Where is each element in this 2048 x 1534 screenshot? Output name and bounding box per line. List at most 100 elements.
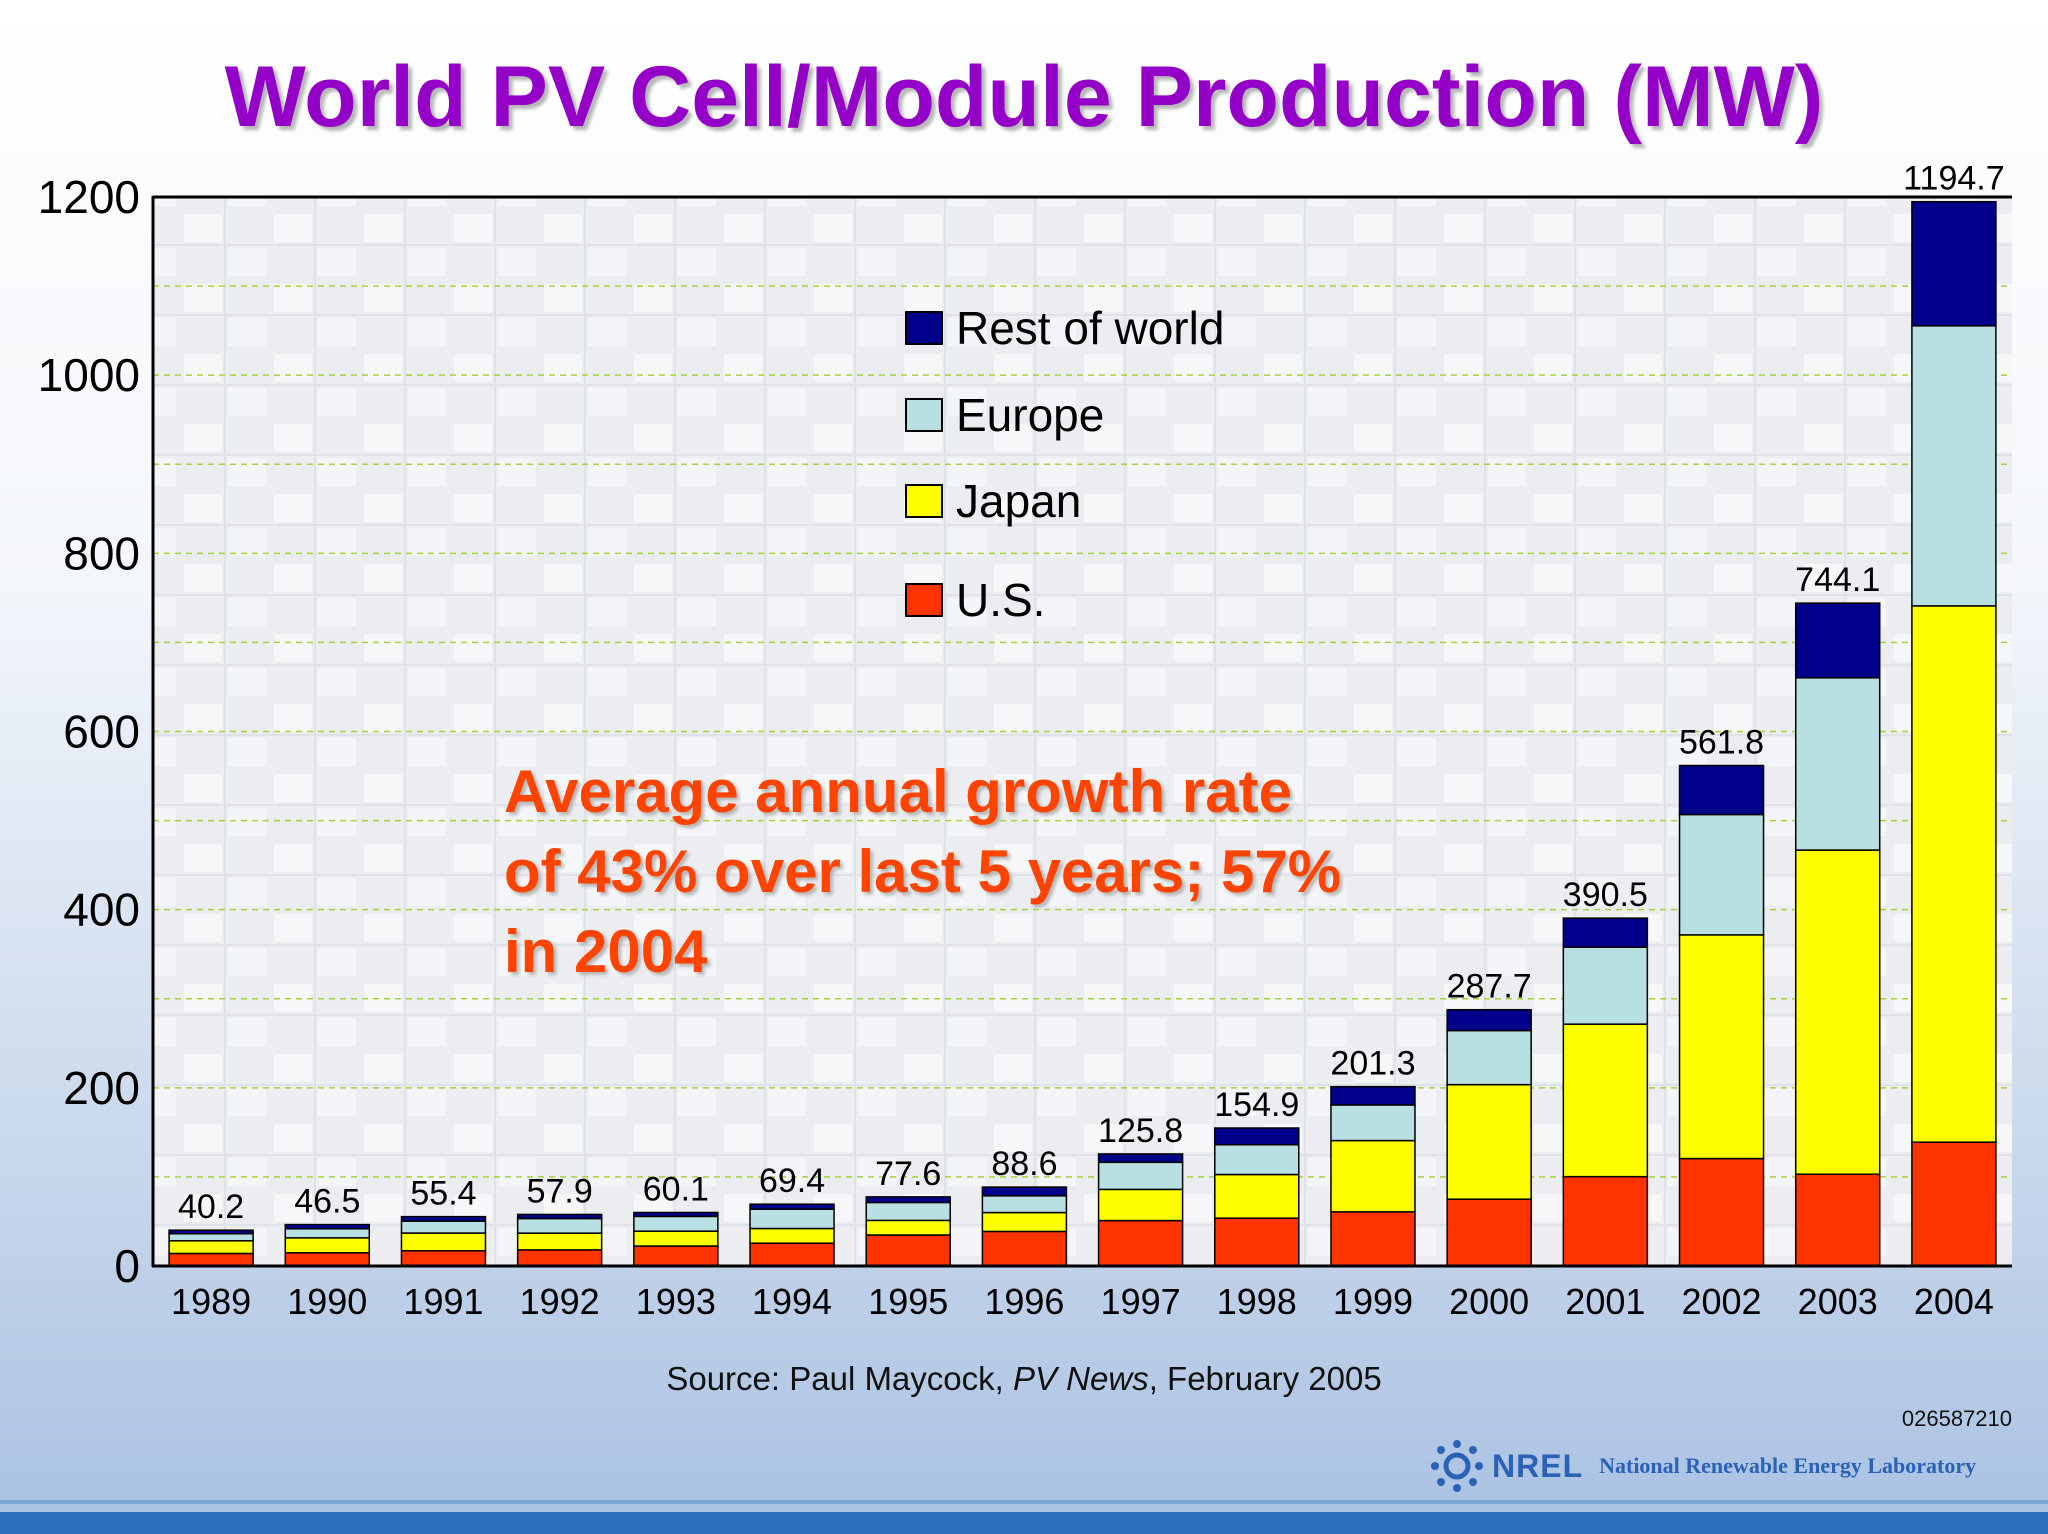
x-tick-label: 1989 <box>171 1281 251 1322</box>
total-label-1997: 125.8 <box>1098 1112 1183 1150</box>
nrel-logo: NREL National Renewable Energy Laborator… <box>1430 1436 1976 1496</box>
bar-europe-1994 <box>749 1208 835 1230</box>
axes <box>151 195 2012 1268</box>
x-tick-labels: 1989 1990 1991 1992 1993 1994 1995 1996 1997 1998… <box>171 1281 1994 1322</box>
footer-line <box>0 1500 2048 1504</box>
total-label-2002: 561.8 <box>1679 724 1764 762</box>
data-labels: 40.2 46.5 55.4 57.9 60.1 69.4 77.6 88.6 125.8 154… <box>178 160 2005 1226</box>
bar-u-s--2000 <box>1446 1198 1532 1267</box>
total-label-2001: 390.5 <box>1563 876 1648 914</box>
bar-rest-of-world-1989 <box>168 1229 254 1235</box>
total-label-1996: 88.6 <box>991 1145 1057 1183</box>
bar-europe-1995 <box>865 1201 951 1222</box>
total-label-1989: 40.2 <box>178 1188 244 1226</box>
page-title: World PV Cell/Module Production (MW) <box>224 49 1824 145</box>
x-tick-label: 1998 <box>1217 1281 1297 1322</box>
bar-japan-2004 <box>1911 605 1997 1143</box>
bar-japan-1992 <box>516 1232 603 1251</box>
bar-japan-1990 <box>284 1237 371 1254</box>
x-tick-label: 1990 <box>287 1281 367 1322</box>
bar-rest-of-world-1991 <box>400 1215 487 1222</box>
bar-japan-1993 <box>633 1230 719 1247</box>
document-number: 026587210 <box>1901 1406 2012 1431</box>
y-tick-label: 800 <box>63 527 140 579</box>
x-tick-label: 1991 <box>403 1281 483 1322</box>
bar-europe-1991 <box>400 1220 487 1234</box>
bar-u-s--1996 <box>981 1230 1068 1267</box>
bar-europe-1999 <box>1330 1104 1416 1142</box>
x-tick-label: 2001 <box>1565 1281 1645 1322</box>
bar-u-s--1993 <box>633 1245 719 1267</box>
legend: Rest of world Europe Japan U.S. <box>905 302 1224 626</box>
total-label-1994: 69.4 <box>759 1162 825 1200</box>
bar-u-s--1990 <box>284 1252 371 1267</box>
bar-rest-of-world-1998 <box>1214 1127 1300 1146</box>
bar-europe-1998 <box>1214 1143 1300 1176</box>
bar-rest-of-world-1990 <box>284 1223 371 1230</box>
total-label-2004: 1194.7 <box>1903 160 2004 198</box>
bar-japan-1989 <box>168 1240 254 1255</box>
gridlines <box>153 285 2012 1178</box>
bar-rest-of-world-2003 <box>1794 602 1881 679</box>
source-suffix: , February 2005 <box>1148 1360 1382 1397</box>
y-tick-label: 0 <box>114 1240 140 1292</box>
x-tick-label: 1996 <box>984 1281 1064 1322</box>
bar-europe-1990 <box>284 1228 371 1239</box>
x-tick-label: 1992 <box>520 1281 600 1322</box>
x-tick-label: 1993 <box>636 1281 716 1322</box>
y-tick-label: 1000 <box>38 349 140 401</box>
bar-u-s--1997 <box>1097 1219 1184 1267</box>
x-tick-label: 2003 <box>1798 1281 1878 1322</box>
bar-u-s--1998 <box>1214 1217 1300 1267</box>
bar-rest-of-world-1997 <box>1097 1153 1184 1164</box>
bar-europe-1993 <box>633 1215 719 1232</box>
total-label-1999: 201.3 <box>1330 1045 1415 1083</box>
x-tick-label: 1997 <box>1101 1281 1181 1322</box>
bar-japan-2001 <box>1562 1023 1649 1178</box>
bar-japan-1998 <box>1214 1173 1300 1219</box>
bar-japan-2000 <box>1446 1083 1532 1200</box>
bar-u-s--2001 <box>1562 1175 1649 1267</box>
total-label-1992: 57.9 <box>527 1172 593 1210</box>
bar-u-s--2002 <box>1678 1157 1765 1267</box>
bar-rest-of-world-1995 <box>865 1196 951 1204</box>
bar-u-s--1994 <box>749 1242 835 1267</box>
bar-japan-1991 <box>400 1232 487 1252</box>
bar-rest-of-world-2004 <box>1911 200 1997 327</box>
bar-europe-2003 <box>1794 677 1881 851</box>
bar-u-s--2004 <box>1911 1141 1997 1267</box>
bar-japan-2002 <box>1678 934 1765 1160</box>
bar-rest-of-world-2001 <box>1562 917 1649 948</box>
source-note: Source: Paul Maycock, PV News, February … <box>0 1360 2048 1398</box>
bar-rest-of-world-1996 <box>981 1186 1068 1197</box>
bar-rest-of-world-2000 <box>1446 1008 1532 1032</box>
bar-europe-1997 <box>1097 1161 1184 1191</box>
bar-europe-1989 <box>168 1233 254 1242</box>
bar-japan-1994 <box>749 1227 835 1244</box>
y-tick-labels: 0 200 400 600 800 1000 1200 <box>38 171 140 1292</box>
bar-u-s--1995 <box>865 1234 951 1267</box>
bar-u-s--1999 <box>1330 1211 1416 1267</box>
legend-swatch <box>905 311 943 345</box>
total-label-1998: 154.9 <box>1214 1086 1299 1124</box>
bar-europe-2004 <box>1911 325 1997 607</box>
bar-u-s--1991 <box>400 1250 487 1267</box>
y-tick-label: 400 <box>63 884 140 936</box>
bar-japan-1999 <box>1330 1139 1416 1213</box>
bar-europe-2002 <box>1678 813 1765 936</box>
total-label-1990: 46.5 <box>294 1183 360 1221</box>
bars <box>168 200 1997 1267</box>
bar-japan-1997 <box>1097 1188 1184 1222</box>
x-tick-label: 2004 <box>1914 1281 1994 1322</box>
x-tick-label: 2002 <box>1681 1281 1761 1322</box>
bar-europe-2000 <box>1446 1029 1532 1086</box>
bar-rest-of-world-1999 <box>1330 1085 1416 1106</box>
x-tick-label: 1994 <box>752 1281 832 1322</box>
legend-label: U.S. <box>956 574 1045 626</box>
bar-rest-of-world-1992 <box>516 1213 603 1220</box>
footer-bar <box>0 1512 2048 1534</box>
nrel-full-name: National Renewable Energy Laboratory <box>1599 1453 1977 1478</box>
bar-japan-2003 <box>1794 849 1881 1175</box>
total-label-2003: 744.1 <box>1795 561 1880 599</box>
